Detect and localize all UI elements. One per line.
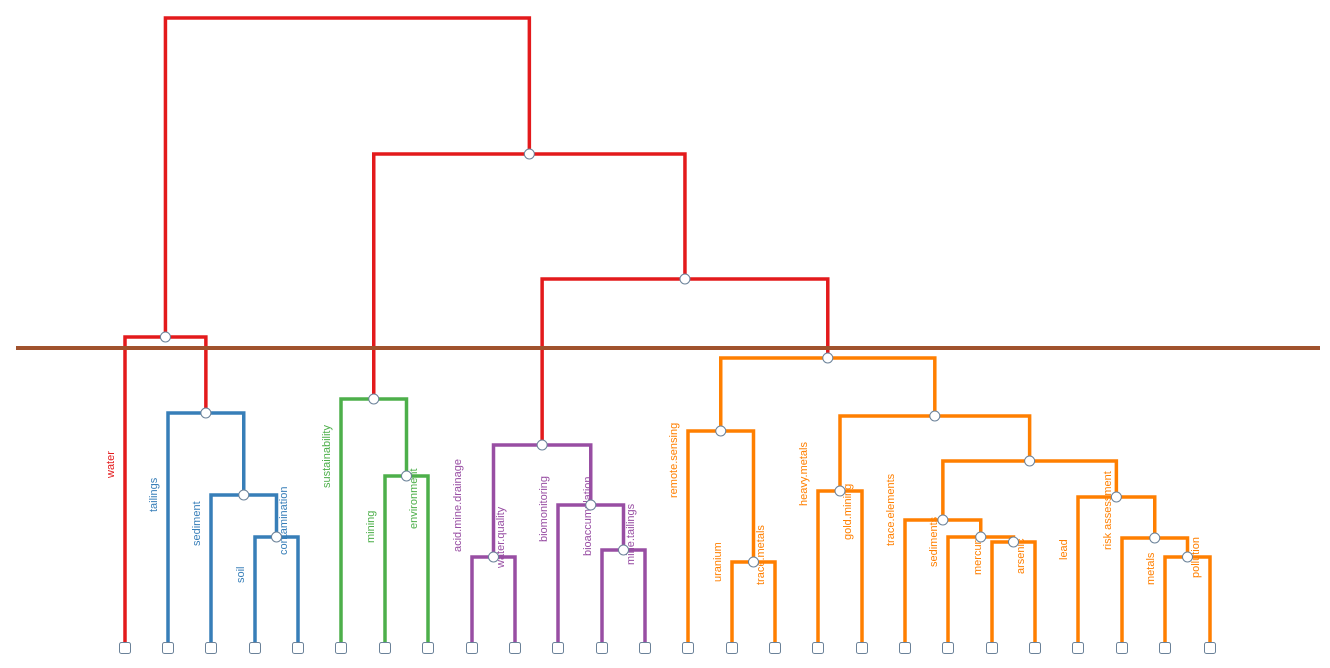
merge-node-m_p13[interactable]	[618, 544, 629, 556]
merge-node-m_o14[interactable]	[715, 425, 727, 437]
link-m_o20	[903, 518, 983, 648]
merge-node-m_p[interactable]	[536, 439, 548, 451]
merge-node-m_o19[interactable]	[929, 410, 941, 422]
leaf-marker[interactable]	[1159, 642, 1171, 654]
link-m_c5	[253, 535, 300, 648]
leaf-marker[interactable]	[466, 642, 478, 654]
merge-node-m_c8[interactable]	[401, 470, 412, 482]
leaf-label: water.quality	[495, 506, 507, 569]
leaf-label: tailings	[148, 477, 160, 512]
leaf-label: environment	[408, 468, 420, 529]
merge-node-m_o26[interactable]	[1182, 551, 1193, 563]
leaf-label: contamination	[278, 487, 290, 556]
leaf-label: trace.metals	[755, 525, 767, 585]
link-m_o14	[686, 429, 756, 648]
leaf-label: mining	[365, 511, 377, 543]
merge-node-m_c3[interactable]	[238, 489, 250, 501]
link-m_root	[163, 16, 532, 337]
link-m_o23	[941, 459, 1119, 520]
leaf-marker[interactable]	[379, 642, 391, 654]
merge-node-m_o22[interactable]	[1008, 536, 1019, 548]
link-m_o	[719, 356, 937, 431]
link-m_o18	[816, 489, 864, 648]
merge-node-m_c1[interactable]	[200, 407, 212, 419]
leaf-marker[interactable]	[856, 642, 868, 654]
leaf-label: bioaccumulation	[582, 477, 594, 557]
merge-node-m_o24[interactable]	[1110, 491, 1122, 503]
leaf-marker[interactable]	[596, 642, 608, 654]
link-m_p10	[470, 555, 517, 648]
merge-node-m_o16[interactable]	[748, 556, 759, 568]
leaf-label: remote.sensing	[668, 423, 680, 498]
leaf-labels: water tailings sediment soil contamination su…	[105, 423, 1202, 585]
leaf-label: gold.mining	[842, 484, 854, 540]
merge-node-m_o25[interactable]	[1149, 532, 1161, 544]
leaf-marker[interactable]	[726, 642, 738, 654]
leaf-label: arsenic	[1015, 538, 1027, 574]
merge-node-m_c2[interactable]	[368, 393, 380, 405]
leaf-marker[interactable]	[639, 642, 651, 654]
link-m_r1	[123, 335, 208, 648]
link-m_r3	[540, 277, 830, 445]
leaf-label: acid.mine.drainage	[452, 459, 464, 552]
leaf-label: sustainability	[321, 425, 333, 488]
leaf-label: metals	[1145, 552, 1157, 585]
leaf-label: lead	[1058, 539, 1070, 560]
leaf-label: mercury	[972, 535, 984, 575]
merge-node-m_o18[interactable]	[834, 485, 846, 497]
leaf-label: water	[105, 451, 117, 479]
link-m_r2	[372, 152, 687, 399]
merge-node-m_o[interactable]	[822, 352, 834, 364]
leaf-marker[interactable]	[682, 642, 694, 654]
link-m_c8	[383, 474, 430, 648]
merge-node-m_p12[interactable]	[585, 499, 597, 511]
link-m_o24	[1076, 495, 1157, 648]
leaf-marker[interactable]	[899, 642, 911, 654]
leaf-label: pollution	[1190, 537, 1202, 578]
leaf-marker[interactable]	[1116, 642, 1128, 654]
leaf-marker[interactable]	[422, 642, 434, 654]
leaf-marker[interactable]	[769, 642, 781, 654]
leaf-label: mine.tailings	[625, 503, 637, 565]
merge-node-m_r1[interactable]	[159, 331, 171, 343]
leaf-marker[interactable]	[1029, 642, 1041, 654]
leaf-label: sediment	[191, 501, 203, 546]
leaf-marker[interactable]	[119, 642, 131, 654]
leaf-label: sediments	[928, 516, 940, 567]
leaf-marker[interactable]	[509, 642, 521, 654]
leaf-marker[interactable]	[292, 642, 304, 654]
link-m_c1	[166, 411, 246, 648]
merge-node-m_p10[interactable]	[488, 551, 499, 563]
leaf-label: heavy.metals	[798, 442, 810, 506]
leaf-marker[interactable]	[205, 642, 217, 654]
link-m_p13	[600, 548, 647, 648]
link-m_o22	[990, 540, 1037, 648]
leaf-markers	[119, 642, 1216, 654]
link-m_o16	[730, 560, 777, 648]
leaf-marker[interactable]	[986, 642, 998, 654]
leaf-label: risk assessment	[1102, 471, 1114, 550]
leaf-label: trace.elements	[885, 473, 897, 546]
leaf-marker[interactable]	[335, 642, 347, 654]
link-m_o26	[1163, 555, 1212, 648]
merge-node-m_o21[interactable]	[975, 531, 987, 543]
leaf-marker[interactable]	[552, 642, 564, 654]
leaf-marker[interactable]	[162, 642, 174, 654]
leaf-label: uranium	[712, 542, 724, 582]
leaf-marker[interactable]	[1204, 642, 1216, 654]
merge-node-m_r3[interactable]	[679, 273, 691, 285]
leaf-marker[interactable]	[1072, 642, 1084, 654]
merge-node-m_o23[interactable]	[1024, 455, 1036, 467]
leaf-marker[interactable]	[249, 642, 261, 654]
merge-node-m_o20[interactable]	[937, 514, 949, 526]
link-m_o19	[838, 414, 1032, 491]
merge-node-m_r2[interactable]	[523, 148, 535, 160]
leaf-label: soil	[235, 566, 247, 583]
leaf-label: biomonitoring	[538, 476, 550, 542]
merge-node-m_c5[interactable]	[271, 531, 282, 543]
leaf-marker[interactable]	[942, 642, 954, 654]
merge-nodes	[159, 148, 1193, 568]
leaf-marker[interactable]	[812, 642, 824, 654]
